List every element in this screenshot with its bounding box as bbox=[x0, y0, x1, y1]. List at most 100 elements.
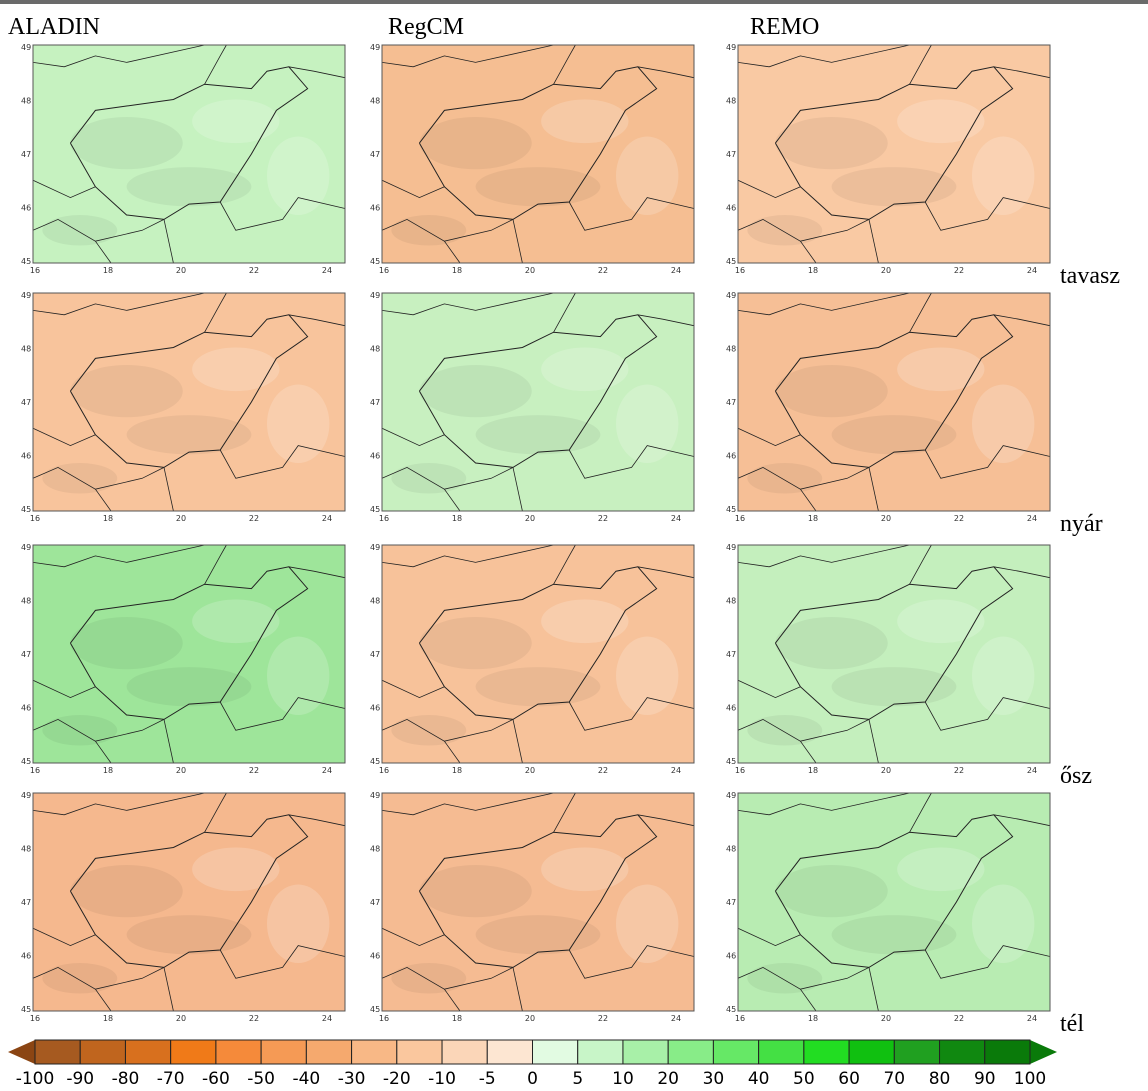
field-patch bbox=[775, 117, 887, 169]
map-panel: 49484746451618202224 bbox=[726, 791, 1050, 1023]
lon-tick-label: 20 bbox=[176, 1014, 186, 1023]
colorbar-box bbox=[306, 1040, 351, 1064]
colorbar-label: -30 bbox=[338, 1069, 366, 1089]
lon-tick-label: 18 bbox=[452, 1014, 462, 1023]
lat-tick-label: 46 bbox=[726, 204, 736, 213]
field-patch bbox=[391, 215, 466, 246]
field-patch bbox=[192, 100, 279, 144]
lat-tick-label: 48 bbox=[726, 597, 736, 606]
field-patch bbox=[897, 600, 984, 644]
field-patch bbox=[70, 117, 182, 169]
map-panel: 49484746451618202224 bbox=[21, 543, 345, 775]
colorbar-box bbox=[171, 1040, 216, 1064]
field-patch bbox=[832, 167, 957, 206]
lon-tick-label: 20 bbox=[881, 514, 891, 523]
colorbar-box bbox=[894, 1040, 939, 1064]
colorbar-box bbox=[623, 1040, 668, 1064]
field-patch bbox=[972, 885, 1034, 963]
field-patch bbox=[476, 415, 601, 454]
lon-tick-label: 24 bbox=[322, 766, 332, 775]
lon-tick-label: 22 bbox=[598, 266, 608, 275]
field-patch bbox=[42, 463, 117, 494]
lon-tick-label: 18 bbox=[808, 766, 818, 775]
lon-tick-label: 20 bbox=[525, 514, 535, 523]
field-patch bbox=[192, 848, 279, 892]
field-patch bbox=[616, 385, 678, 463]
lat-tick-label: 48 bbox=[370, 597, 380, 606]
lat-tick-label: 45 bbox=[21, 505, 31, 514]
field-patch bbox=[127, 167, 252, 206]
lon-tick-label: 18 bbox=[808, 266, 818, 275]
field-patch bbox=[775, 865, 887, 917]
colorbar-label: -40 bbox=[292, 1069, 320, 1089]
lon-tick-label: 22 bbox=[249, 514, 259, 523]
lon-tick-label: 16 bbox=[30, 266, 40, 275]
lon-tick-label: 18 bbox=[452, 514, 462, 523]
lat-tick-label: 49 bbox=[370, 791, 380, 800]
lat-tick-label: 47 bbox=[726, 650, 736, 659]
lat-tick-label: 45 bbox=[21, 1005, 31, 1014]
map-panel: 49484746451618202224 bbox=[726, 543, 1050, 775]
lon-tick-label: 24 bbox=[671, 266, 681, 275]
colorbar-box bbox=[668, 1040, 713, 1064]
lon-tick-label: 18 bbox=[103, 514, 113, 523]
field-patch bbox=[897, 100, 984, 144]
lat-tick-label: 47 bbox=[370, 898, 380, 907]
lon-tick-label: 24 bbox=[671, 514, 681, 523]
lat-tick-label: 46 bbox=[370, 704, 380, 713]
lon-tick-label: 16 bbox=[735, 1014, 745, 1023]
lon-tick-label: 18 bbox=[808, 1014, 818, 1023]
lon-tick-label: 16 bbox=[30, 514, 40, 523]
row-label: tél bbox=[1060, 1011, 1084, 1037]
lat-tick-label: 47 bbox=[21, 150, 31, 159]
colorbar-label: -20 bbox=[383, 1069, 411, 1089]
lon-tick-label: 20 bbox=[176, 766, 186, 775]
lat-tick-label: 46 bbox=[21, 704, 31, 713]
lat-tick-label: 47 bbox=[726, 898, 736, 907]
colorbar-label: -5 bbox=[479, 1069, 496, 1089]
colorbar-label: 10 bbox=[612, 1069, 634, 1089]
field-patch bbox=[775, 617, 887, 669]
colorbar-label: -70 bbox=[157, 1069, 185, 1089]
lat-tick-label: 49 bbox=[21, 291, 31, 300]
field-patch bbox=[972, 137, 1034, 215]
lon-tick-label: 22 bbox=[954, 1014, 964, 1023]
lon-tick-label: 20 bbox=[881, 1014, 891, 1023]
colorbar-box bbox=[80, 1040, 125, 1064]
lat-tick-label: 49 bbox=[370, 543, 380, 552]
field-patch bbox=[192, 600, 279, 644]
lat-tick-label: 49 bbox=[726, 43, 736, 52]
lon-tick-label: 24 bbox=[1027, 766, 1037, 775]
colorbar-box bbox=[849, 1040, 894, 1064]
colorbar-label: -50 bbox=[247, 1069, 275, 1089]
lon-tick-label: 24 bbox=[322, 266, 332, 275]
lat-tick-label: 46 bbox=[370, 204, 380, 213]
field-patch bbox=[747, 715, 822, 746]
lon-tick-label: 16 bbox=[379, 514, 389, 523]
field-patch bbox=[70, 865, 182, 917]
lat-tick-label: 47 bbox=[370, 398, 380, 407]
field-patch bbox=[747, 963, 822, 994]
field-patch bbox=[616, 137, 678, 215]
map-panel: 49484746451618202224 bbox=[21, 291, 345, 523]
row-label: tavasz bbox=[1060, 263, 1120, 289]
lat-tick-label: 48 bbox=[21, 597, 31, 606]
lon-tick-label: 22 bbox=[249, 1014, 259, 1023]
lon-tick-label: 20 bbox=[176, 266, 186, 275]
lat-tick-label: 45 bbox=[370, 505, 380, 514]
field-patch bbox=[747, 215, 822, 246]
lat-tick-label: 49 bbox=[726, 543, 736, 552]
lat-tick-label: 47 bbox=[21, 398, 31, 407]
lat-tick-label: 47 bbox=[21, 898, 31, 907]
lat-tick-label: 49 bbox=[726, 291, 736, 300]
row-label: nyár bbox=[1060, 511, 1103, 537]
lon-tick-label: 22 bbox=[249, 266, 259, 275]
colorbar-box bbox=[35, 1040, 80, 1064]
lat-tick-label: 46 bbox=[21, 204, 31, 213]
colorbar-label: -60 bbox=[202, 1069, 230, 1089]
lon-tick-label: 16 bbox=[379, 766, 389, 775]
lon-tick-label: 22 bbox=[598, 1014, 608, 1023]
lon-tick-label: 16 bbox=[735, 514, 745, 523]
lon-tick-label: 20 bbox=[881, 266, 891, 275]
colorbar-label: -90 bbox=[66, 1069, 94, 1089]
